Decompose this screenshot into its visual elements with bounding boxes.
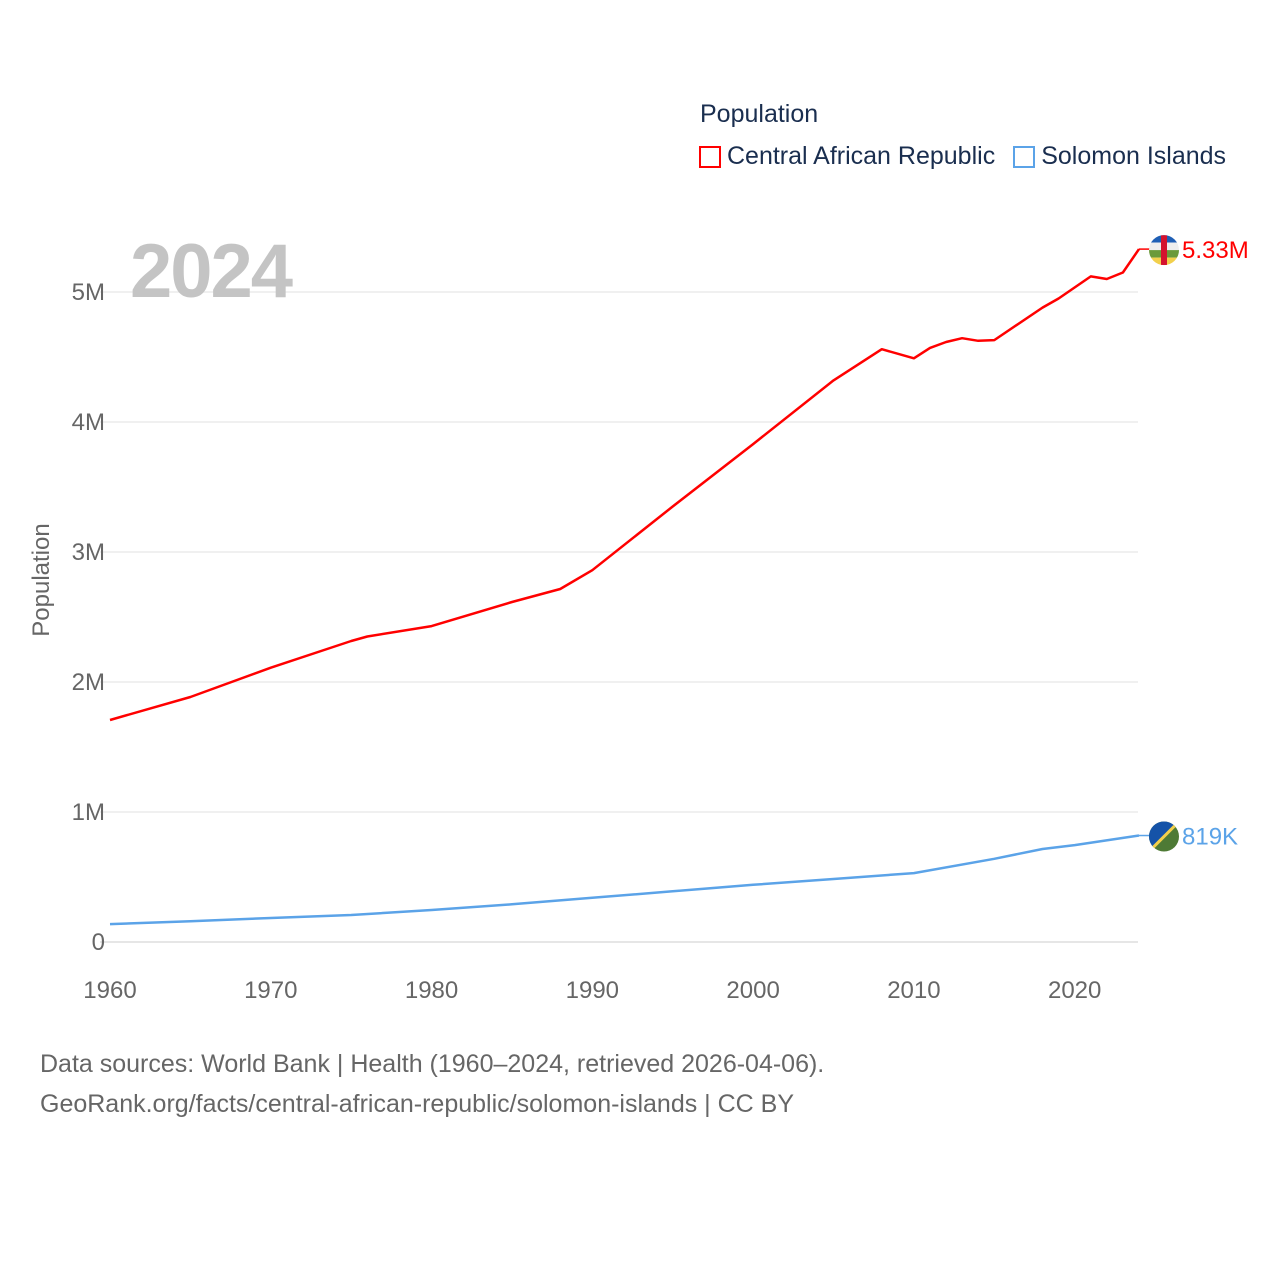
- x-tick-label: 2020: [1048, 977, 1101, 1004]
- legend-swatch: [699, 145, 721, 168]
- y-tick-label: 0: [92, 929, 105, 956]
- y-tick-label: 1M: [72, 799, 105, 826]
- x-tick-label: 1970: [244, 977, 297, 1004]
- y-tick-label: 3M: [72, 539, 105, 566]
- y-axis-label: Population: [28, 523, 55, 637]
- series-line-central-african-republic: [109, 248, 1141, 722]
- central-african-republic-flag-icon: [1149, 235, 1179, 266]
- x-tick-label: 1980: [405, 977, 458, 1004]
- legend-title: Population: [700, 100, 819, 128]
- series-line-solomon-islands: [109, 834, 1140, 926]
- legend-item-central-african-republic[interactable]: Central African Republic: [699, 142, 995, 171]
- x-tick-label: 2010: [887, 977, 940, 1004]
- legend-label: Central African Republic: [727, 142, 996, 170]
- year-label: 2024: [130, 229, 293, 314]
- data-sources: Data sources: World Bank | Health (1960–…: [40, 1050, 825, 1078]
- end-value-label: 5.33M: [1182, 237, 1249, 264]
- solomon-islands-flag-icon: [1149, 821, 1179, 852]
- legend-swatch: [1013, 145, 1036, 168]
- x-tick-label: 1960: [83, 977, 136, 1004]
- y-tick-label: 2M: [72, 669, 105, 696]
- x-tick-label: 1990: [566, 977, 619, 1004]
- legend: Central African Republic Solomon Islands: [699, 142, 1226, 171]
- legend-item-solomon-islands[interactable]: Solomon Islands: [1013, 142, 1226, 171]
- source-link[interactable]: GeoRank.org/facts/central-african-republ…: [40, 1090, 795, 1118]
- y-tick-label: 5M: [72, 279, 105, 306]
- x-tick-label: 2000: [726, 977, 779, 1004]
- footer: Data sources: World Bank | Health (1960–…: [40, 1044, 824, 1124]
- legend-label: Solomon Islands: [1041, 142, 1227, 170]
- end-value-label: 819K: [1182, 824, 1238, 851]
- y-tick-label: 4M: [72, 409, 105, 436]
